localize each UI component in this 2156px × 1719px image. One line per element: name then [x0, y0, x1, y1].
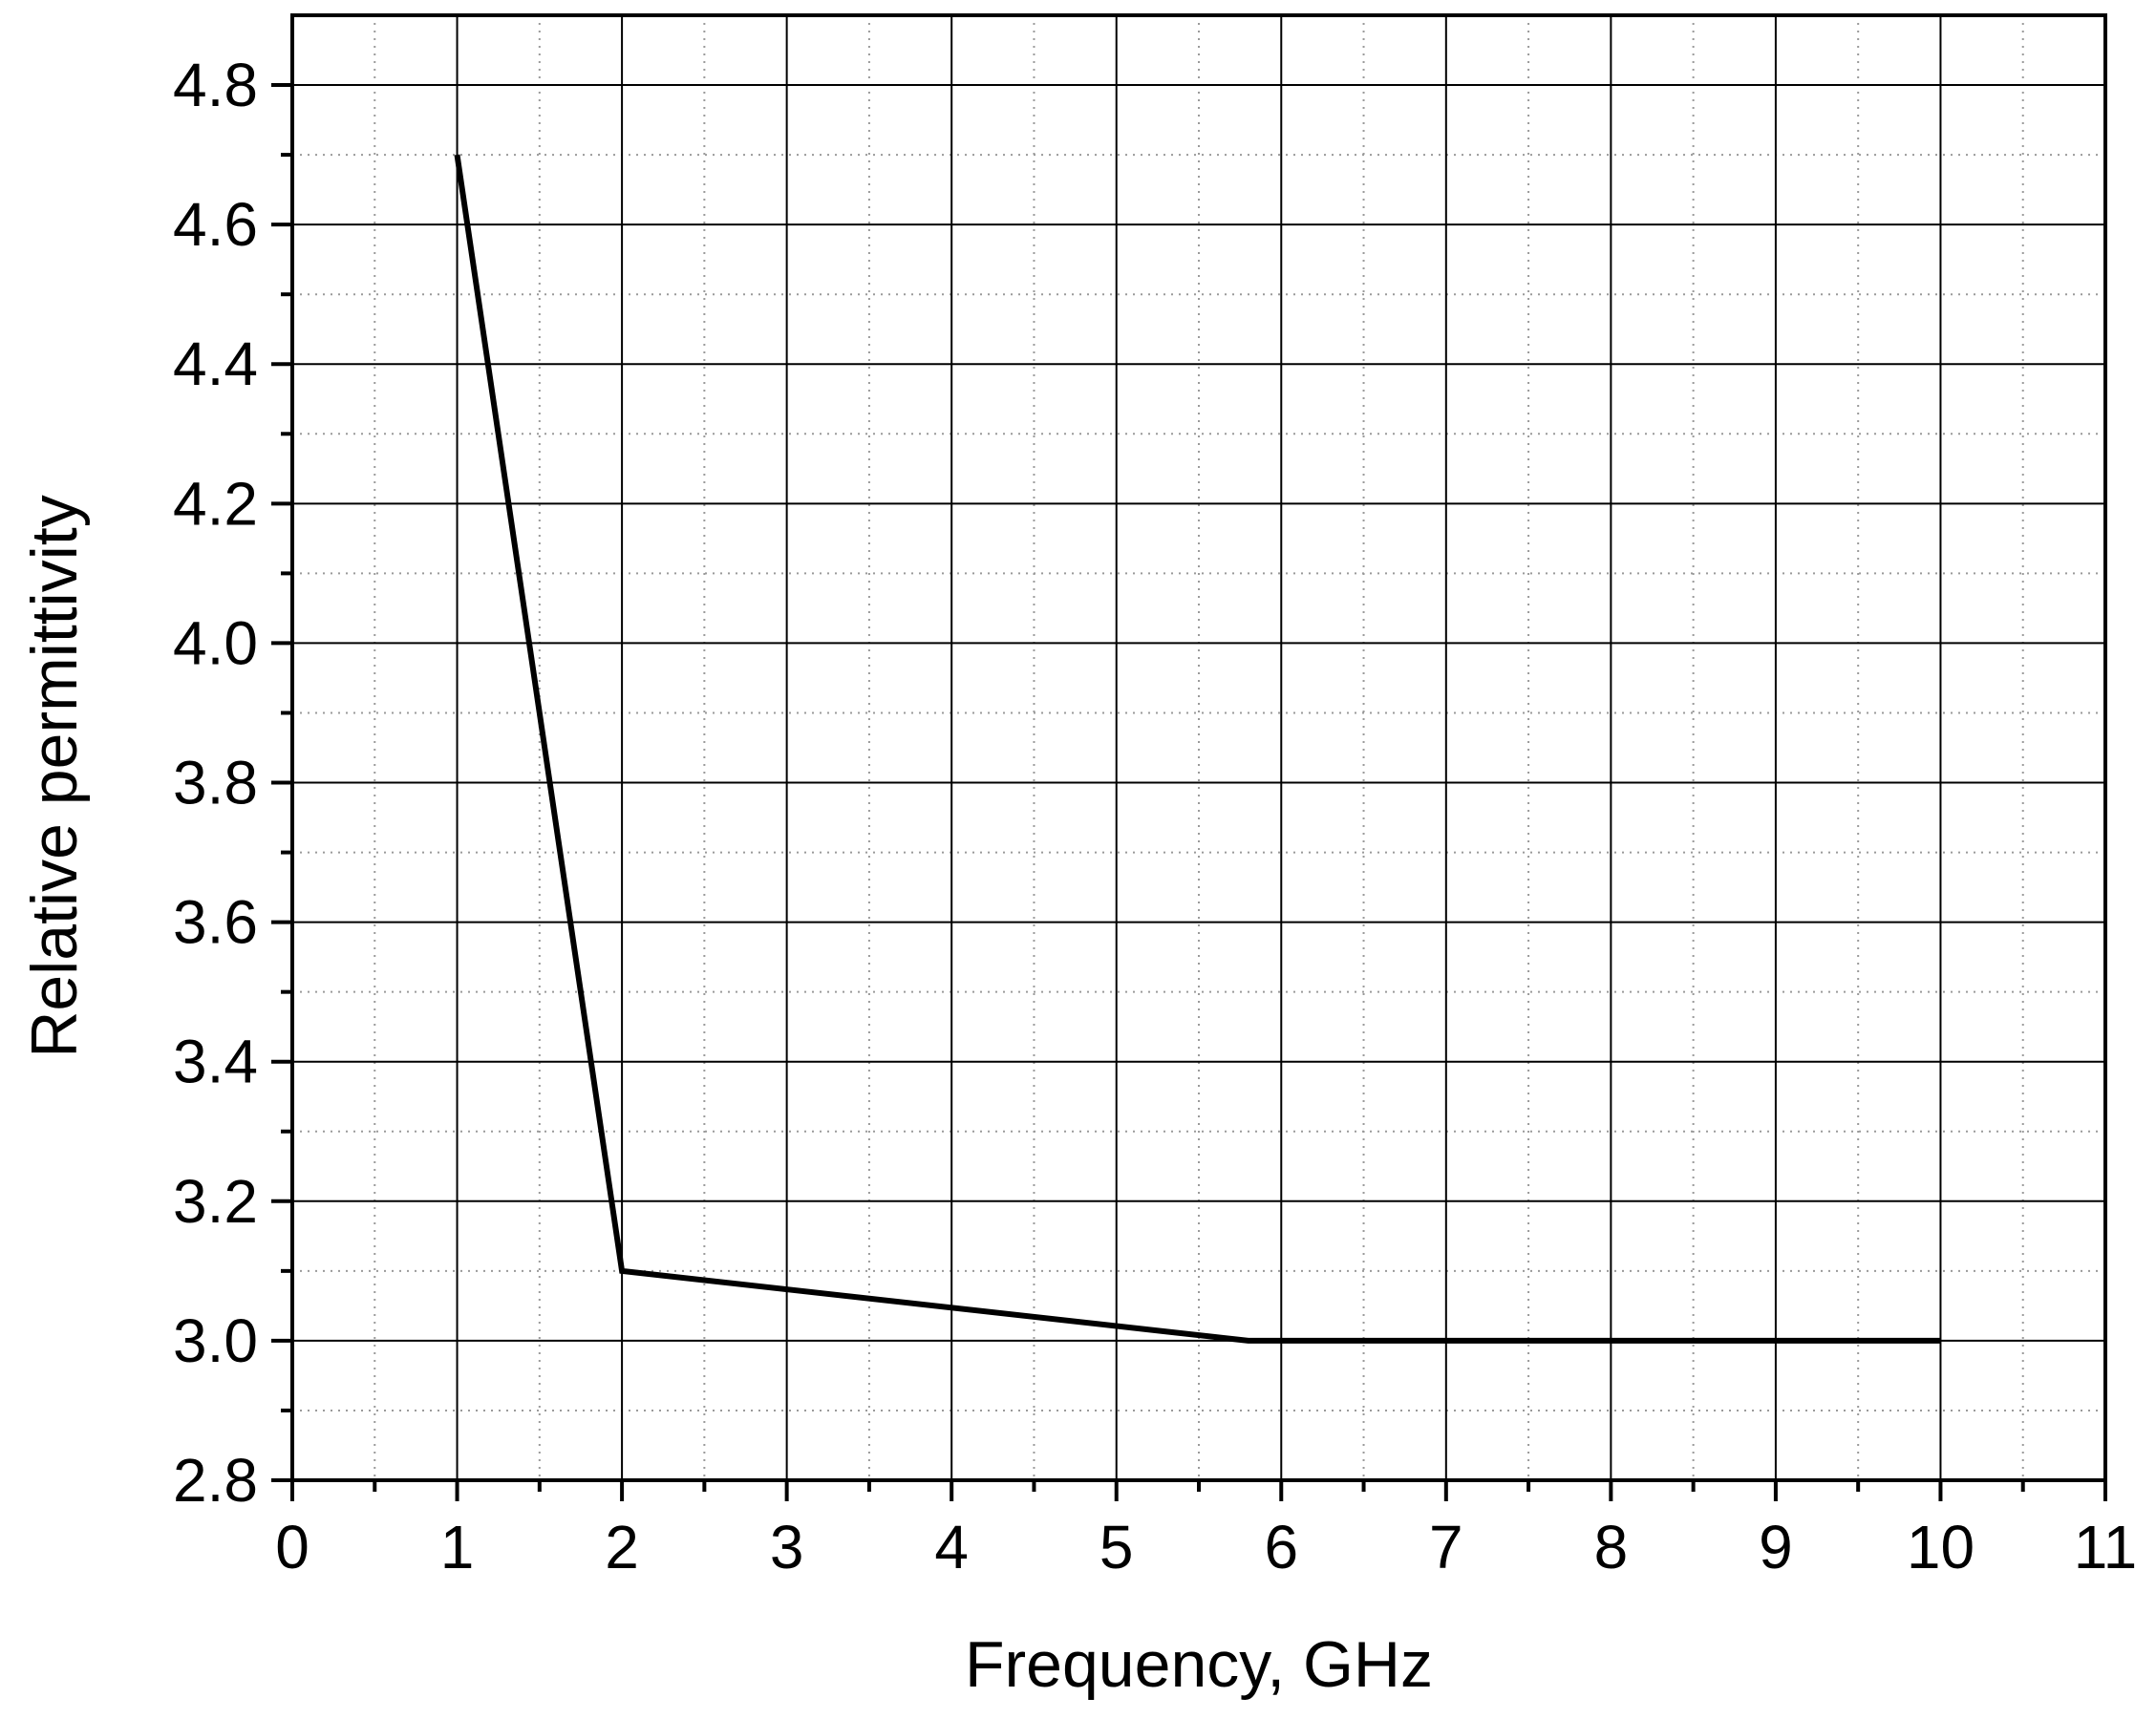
x-tick-label: 11	[2074, 1513, 2137, 1581]
y-tick-label: 3.8	[173, 749, 258, 817]
tick-labels: 0 1 2 3 4 5 6 7 8 9 10 11 2.8 3.0 3.2 3.4 3.6 3.8 4.0 4.2 4.…	[173, 51, 2137, 1581]
series-line	[454, 154, 1941, 1344]
y-tick-label: 3.0	[173, 1306, 258, 1375]
x-tick-label: 7	[1429, 1513, 1463, 1581]
y-tick-label: 4.2	[173, 469, 258, 538]
x-tick-label: 10	[1907, 1513, 1975, 1581]
y-tick-label: 3.4	[173, 1028, 258, 1096]
y-tick-label: 3.6	[173, 888, 258, 957]
x-axis-label: Frequency, GHz	[965, 1628, 1433, 1701]
y-tick-label: 4.6	[173, 190, 258, 259]
plot-frame	[290, 13, 2107, 1482]
y-axis-label: Relative permittivity	[18, 495, 91, 1058]
x-tick-label: 4	[934, 1513, 969, 1581]
y-tick-label: 3.2	[173, 1167, 258, 1236]
series-layer	[454, 154, 1941, 1344]
x-tick-label: 2	[605, 1513, 639, 1581]
x-tick-label: 9	[1759, 1513, 1793, 1581]
x-tick-label: 8	[1594, 1513, 1629, 1581]
x-tick-label: 0	[275, 1513, 310, 1581]
x-tick-label: 3	[770, 1513, 804, 1581]
grid	[292, 15, 2105, 1480]
x-tick-label: 5	[1099, 1513, 1134, 1581]
y-tick-label: 4.8	[173, 51, 258, 119]
y-tick-label: 2.8	[173, 1446, 258, 1515]
y-tick-label: 4.0	[173, 608, 258, 677]
x-tick-label: 1	[440, 1513, 475, 1581]
x-tick-label: 6	[1264, 1513, 1298, 1581]
y-tick-label: 4.4	[173, 329, 258, 398]
ticks	[271, 83, 2107, 1501]
